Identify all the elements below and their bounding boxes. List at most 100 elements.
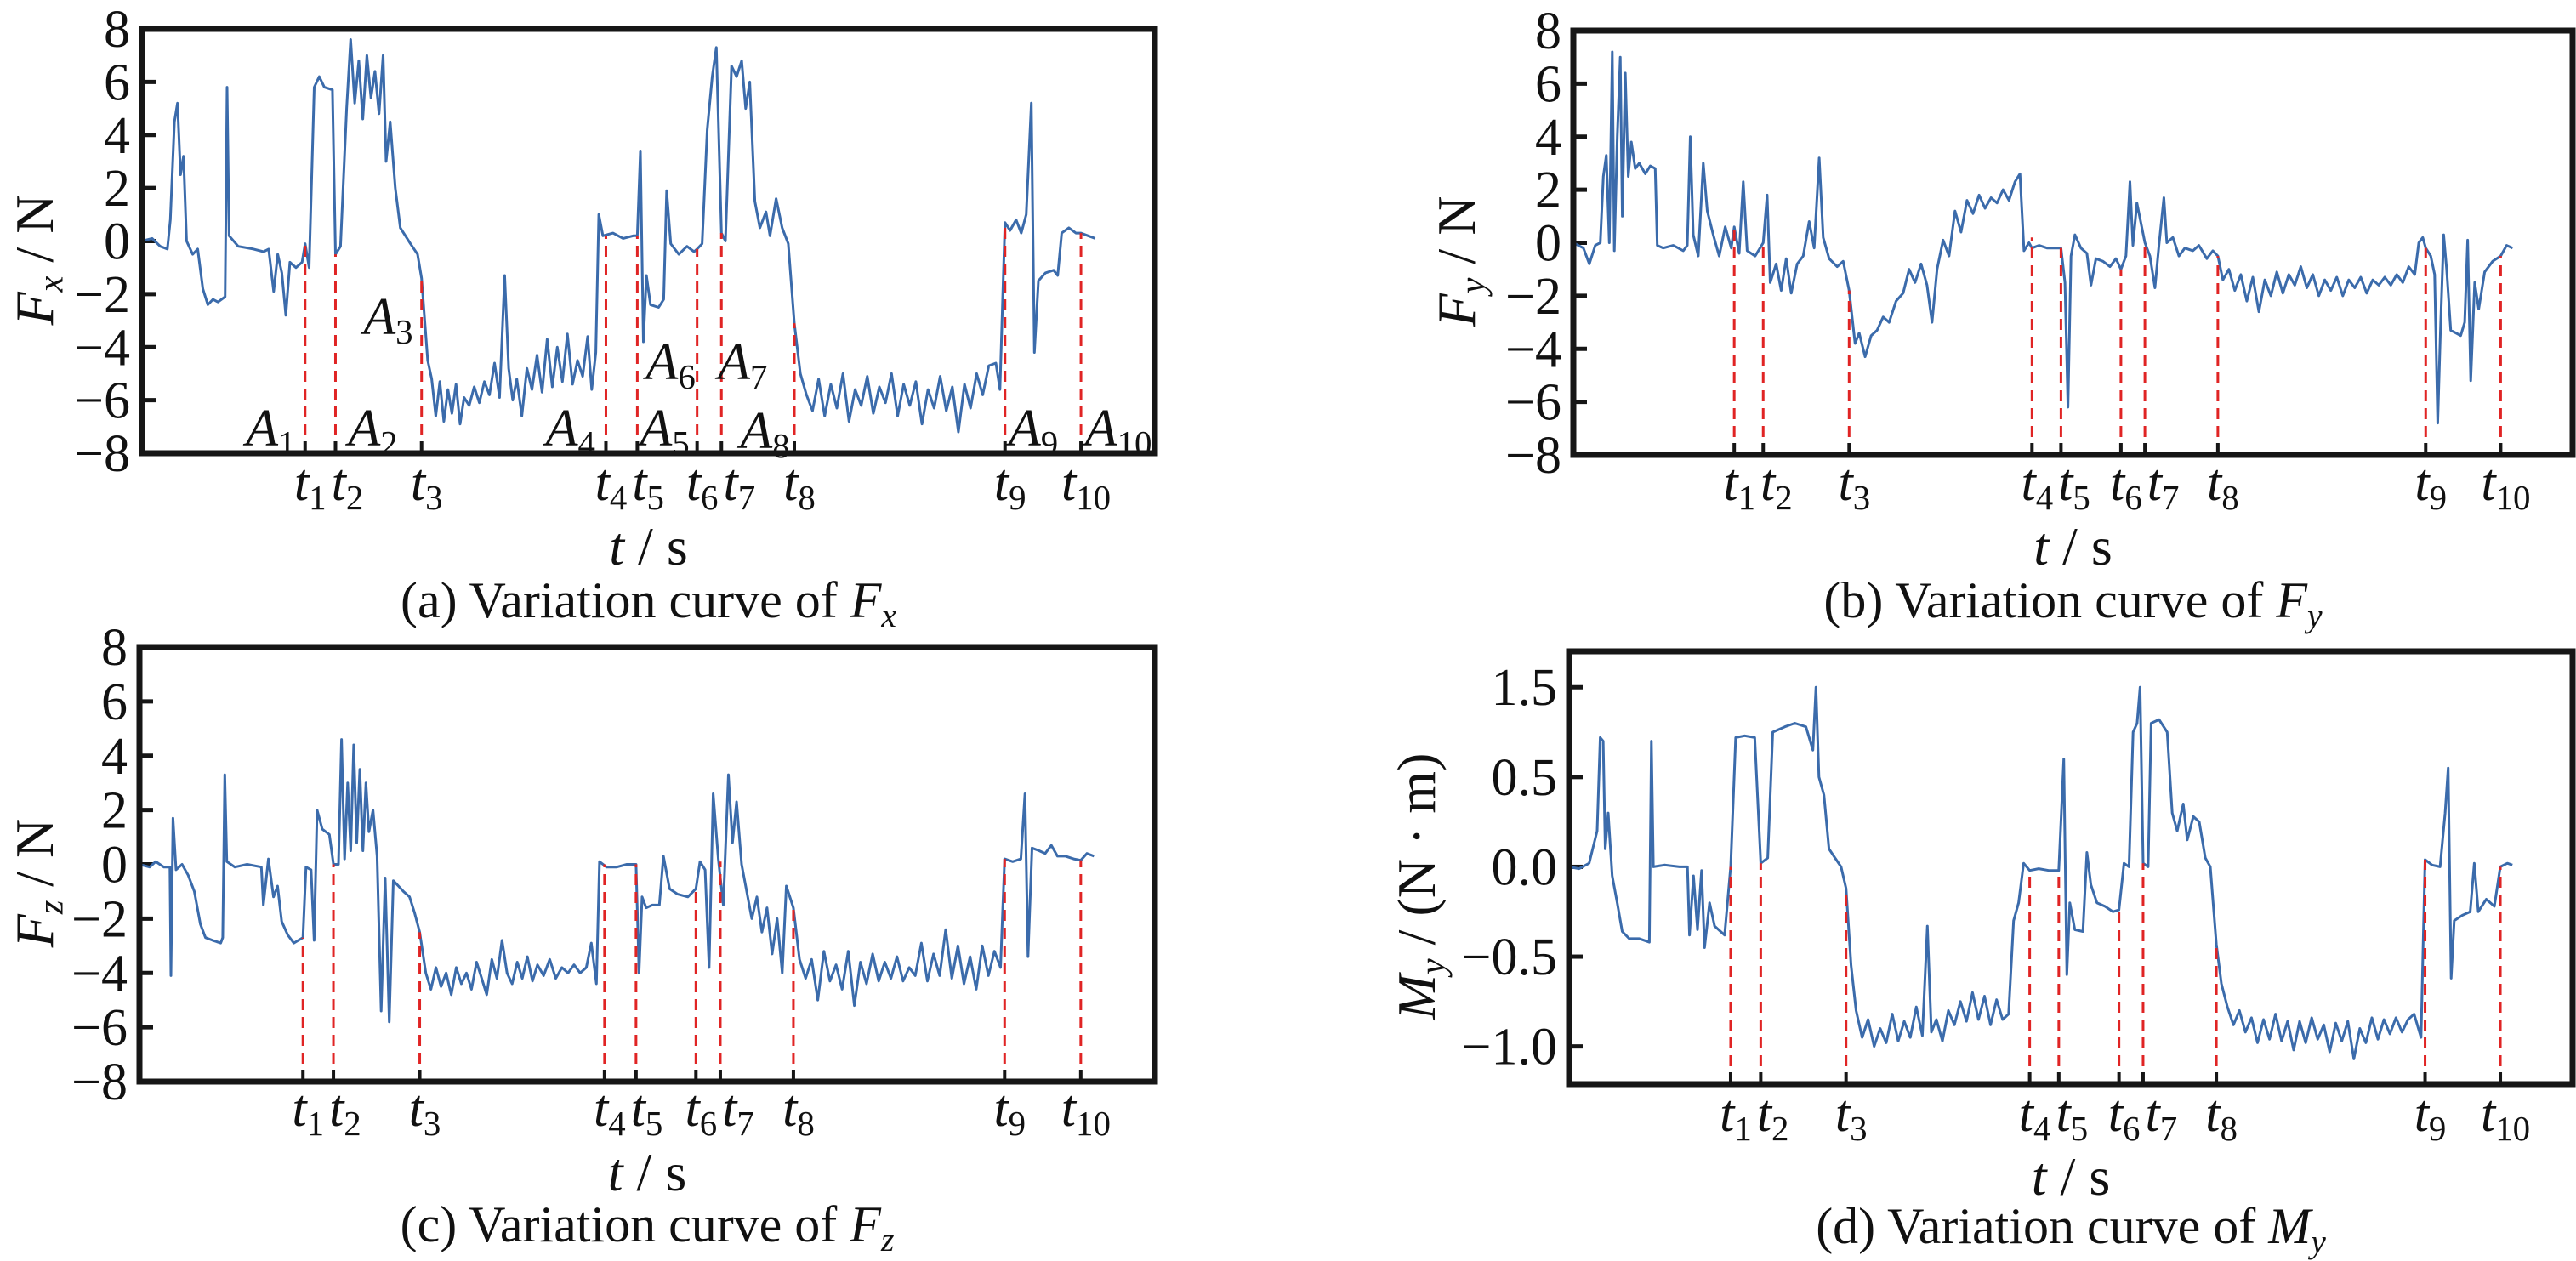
x-axis-label-main: t [608,1142,625,1202]
y-tick-label: −6 [1505,374,1561,432]
x-tick-label-t5-sub: 5 [647,479,664,517]
x-tick-label-t1: t1 [294,454,327,517]
y-tick-label: 6 [101,673,128,731]
y-axis-label: My / (N · m) [1386,753,1453,1021]
y-axis-label-after-sub: / N [4,819,65,900]
x-tick-label-t1-main: t [292,1080,308,1138]
x-tick-label-t4-main: t [595,454,611,512]
x-tick-label-t6: t6 [2108,1085,2141,1148]
panel-caption-prefix: (a) Variation curve of [401,572,850,628]
x-tick-label-t8-sub: 8 [798,479,815,517]
y-tick-label: 6 [1535,55,1561,113]
x-tick-label-t2-sub: 2 [346,479,363,517]
plot-frame [1570,27,2576,458]
y-tick-label: −2 [71,890,128,948]
x-tick-label-t2-main: t [332,454,348,512]
x-tick-label-t5-main: t [2058,454,2074,512]
x-tick-label-t2-sub: 2 [1775,479,1792,517]
panel-caption-prefix: (b) Variation curve of [1823,572,2276,628]
x-tick-label-t1-main: t [1720,1085,1736,1143]
x-tick-label-t6: t6 [686,454,719,517]
x-tick-label-t2: t2 [1760,454,1793,517]
panel-caption: (a) Variation curve of Fx [401,572,896,634]
x-tick-label-t10-sub: 10 [1076,1105,1111,1143]
x-tick-label-t3: t3 [409,1080,441,1143]
chart-panel-my: 1.50.50.0−0.5−1.0t1 t2 t3 t4 t5 t6 t7 t8 t9 t10t … [1386,648,2576,1260]
panel-caption-main: F [849,1196,882,1252]
x-tick-label-t2-main: t [1760,454,1777,512]
x-tick-label-t6-sub: 6 [2124,479,2141,517]
x-axis-label-main: t [609,516,626,577]
y-tick-label: 8 [101,619,128,677]
y-tick-label: −4 [71,945,128,1003]
x-tick-label-t9-sub: 9 [2430,479,2447,517]
panel-caption-main: F [850,572,883,628]
x-tick-label-t1-sub: 1 [307,1105,324,1143]
annotation-A3-sub: 3 [395,313,412,351]
y-axis-label-after-sub: / N [4,195,65,276]
x-tick-label-t7: t7 [722,1080,754,1143]
y-axis-label-sub: x [31,275,71,293]
plot-frame [1566,648,2576,1088]
panel-caption-sub: x [880,597,896,634]
x-axis-label-rest: / s [624,516,688,577]
annotation-A8-sub: 8 [772,427,789,465]
y-axis-label-after-sub: / (N · m) [1386,753,1447,959]
x-tick-label-t7: t7 [724,454,756,517]
plot-frame [139,26,1158,457]
annotation-A3-main: A [360,288,396,346]
annotation-A6-main: A [643,333,680,391]
y-axis-label-sub: z [31,900,71,915]
x-tick-label-t3-main: t [1835,1085,1851,1143]
series-line-Fz [139,738,1095,1024]
y-tick-label: −6 [71,999,128,1057]
y-tick-label: 8 [104,1,130,59]
x-tick-label-t8-main: t [782,1080,799,1138]
x-tick-label-t9: t9 [2414,454,2447,517]
x-tick-label-t4-sub: 4 [608,1105,625,1143]
y-tick-label: 2 [101,782,128,840]
x-tick-label-t4: t4 [595,454,628,517]
y-tick-label: −8 [71,1054,128,1111]
y-tick-label: 4 [101,728,128,786]
panel-caption-prefix: (c) Variation curve of [401,1196,850,1252]
plot-frame [136,644,1158,1085]
annotation-A9-sub: 9 [1041,424,1058,463]
x-tick-label-t5: t5 [631,1080,663,1143]
x-tick-label-t2-main: t [1757,1085,1773,1143]
x-tick-label-t6-main: t [685,1080,701,1138]
x-tick-label-t7-main: t [724,454,740,512]
y-tick-label: 4 [104,107,130,165]
y-tick-label: 0.0 [1492,838,1558,896]
y-tick-label: 6 [104,54,130,111]
x-tick-label-t10: t10 [2481,1085,2530,1148]
x-tick-label-t7-sub: 7 [2162,479,2179,517]
x-tick-label-t8-main: t [783,454,799,512]
y-axis-label-main: F [4,913,65,948]
x-axis-label-main: t [2032,1146,2049,1207]
y-tick-label: 1.5 [1492,659,1558,717]
x-tick-label-t3-sub: 3 [424,1105,441,1143]
y-axis-label-sub: y [1413,958,1453,978]
x-axis-label: t / s [2033,516,2112,577]
annotation-A5-sub: 5 [672,424,689,463]
x-tick-label-t9-main: t [2414,1085,2431,1143]
y-axis-label: Fx / N [4,195,71,327]
x-tick-label-t3: t3 [411,454,443,517]
x-tick-label-t10-sub: 10 [1076,479,1111,517]
x-tick-label-t9-main: t [993,1080,1009,1138]
x-axis-label: t / s [2032,1146,2110,1207]
x-tick-label-t4-main: t [2021,454,2037,512]
x-axis-label-rest: / s [2047,1146,2111,1207]
x-tick-label-t4-sub: 4 [2036,479,2053,517]
x-tick-label-t10: t10 [2481,454,2530,517]
x-tick-label-t9-sub: 9 [1009,479,1026,517]
x-tick-label-t3-main: t [409,1080,425,1138]
x-axis-label: t / s [608,1142,686,1202]
annotation-A6-sub: 6 [678,358,695,396]
x-tick-label-t4: t4 [594,1080,626,1143]
x-tick-label-t9-main: t [994,454,1010,512]
x-tick-label-t7-main: t [2145,1085,2161,1143]
